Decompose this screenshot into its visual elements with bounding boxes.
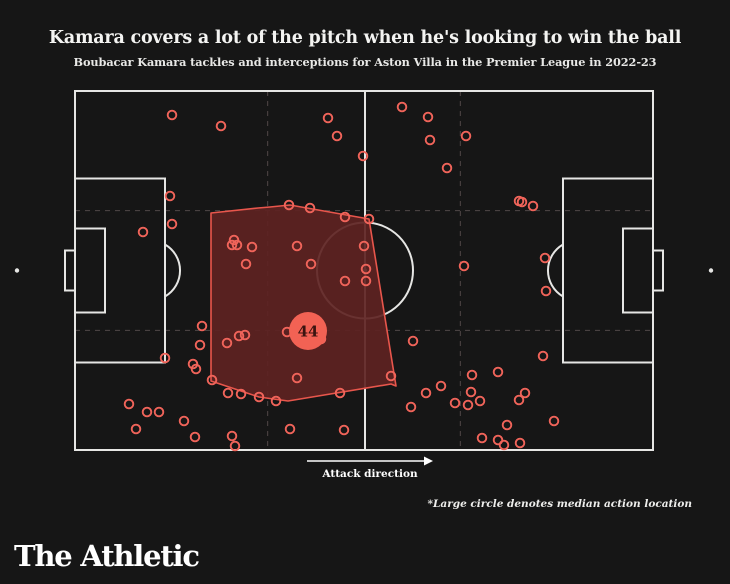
pitch-grid bbox=[75, 91, 653, 450]
attack-direction-label: Attack direction bbox=[322, 468, 418, 480]
the-athletic-logo: The Athletic bbox=[14, 539, 200, 573]
chart-footnote: *Large circle denotes median action loca… bbox=[427, 498, 692, 510]
page-title: Kamara covers a lot of the pitch when he… bbox=[48, 28, 682, 48]
page-subtitle: Boubacar Kamara tackles and interception… bbox=[73, 55, 657, 69]
attack-direction-arrow bbox=[307, 456, 433, 466]
pitch-markings bbox=[14, 90, 714, 451]
convex-hull-region bbox=[210, 204, 397, 402]
median-marker-label: 44 bbox=[298, 323, 319, 341]
median-action-marker: 44 bbox=[289, 312, 327, 350]
